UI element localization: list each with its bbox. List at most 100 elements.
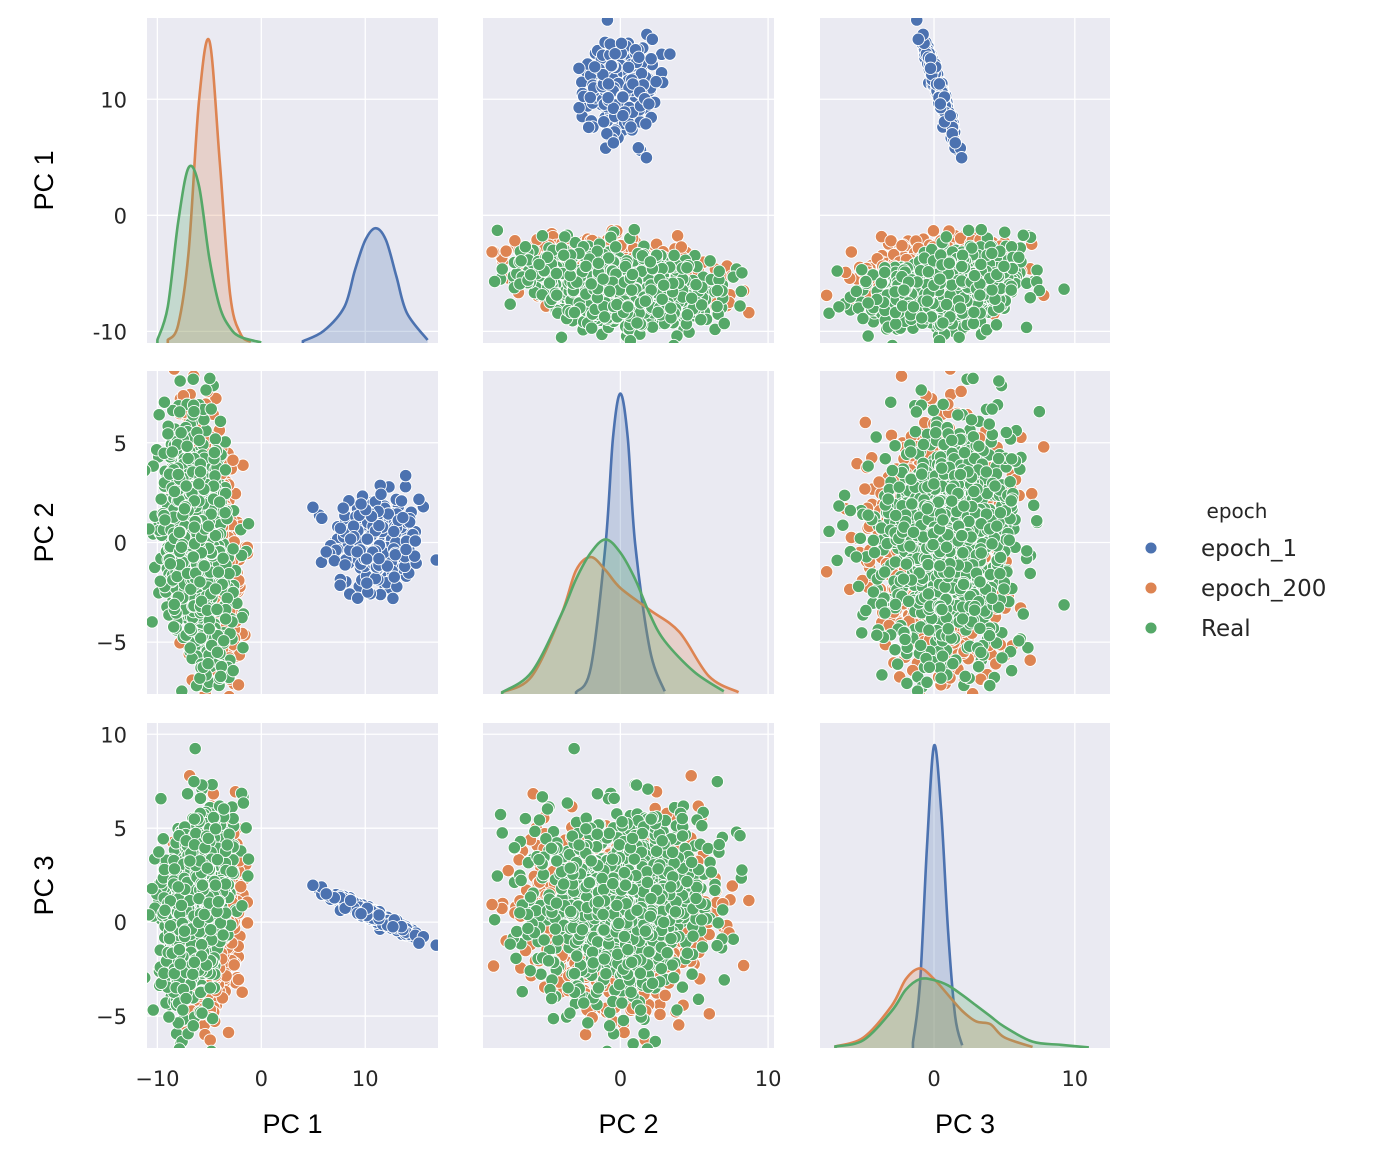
scatter-point (943, 108, 957, 123)
kde-fill-Real (157, 165, 262, 343)
scatter-point (667, 338, 680, 343)
scatter-point (734, 284, 748, 299)
scatter-point (651, 305, 665, 319)
scatter-point (602, 284, 617, 298)
scatter-point (830, 264, 844, 278)
scatter-point (621, 300, 635, 314)
scatter-point (572, 101, 586, 115)
scatter-point (655, 292, 669, 306)
scatter-point (582, 120, 596, 134)
scatter-point (820, 288, 834, 302)
scatter-point (499, 244, 513, 258)
panel-1-3 (820, 18, 1110, 343)
scatter-point (624, 120, 638, 134)
scatter-point (695, 298, 709, 312)
scatter-point (550, 288, 564, 302)
scatter-point (583, 90, 597, 105)
scatter-series-Real (487, 222, 749, 343)
scatter-point (558, 230, 572, 244)
scatter-point (606, 136, 621, 150)
panel-1-2 (483, 18, 774, 343)
scatter-point (645, 32, 660, 46)
scatter-series-Real (822, 222, 1071, 343)
scatter-point (895, 238, 909, 253)
scatter-point (844, 245, 859, 259)
scatter-point (535, 229, 550, 243)
scatter-point (911, 32, 925, 46)
panel-content (820, 18, 1071, 343)
scatter-point (557, 248, 571, 262)
scatter-point (742, 305, 756, 320)
scatter-point (910, 18, 924, 27)
scatter-point (639, 151, 654, 165)
scatter-series-epoch_1 (910, 18, 969, 165)
scatter-point (710, 283, 724, 298)
scatter-point (630, 316, 644, 330)
scatter-point (642, 97, 656, 111)
scatter-point (657, 278, 671, 292)
scatter-point (597, 310, 612, 324)
scatter-point (623, 334, 638, 343)
scatter-point (1030, 263, 1044, 277)
scatter-point (621, 60, 636, 74)
scatter-point (670, 229, 685, 243)
scatter-point (645, 320, 660, 334)
scatter-point (610, 297, 624, 312)
scatter-point (540, 250, 555, 264)
scatter-point (503, 297, 517, 311)
scatter-point (694, 312, 708, 327)
scatter-point (735, 266, 749, 280)
scatter-point (608, 240, 623, 254)
scatter-point (689, 277, 703, 292)
scatter-point (485, 245, 499, 259)
scatter-point (680, 261, 694, 275)
scatter-point (703, 254, 717, 268)
scatter-point (710, 299, 724, 314)
scatter-point (625, 283, 639, 297)
scatter-point (616, 90, 630, 104)
scatter-point (632, 50, 646, 64)
scatter-point (664, 301, 678, 315)
scatter-point (523, 268, 538, 282)
panel-content (156, 37, 429, 343)
scatter-point (554, 330, 569, 343)
scatter-point (604, 59, 618, 73)
panel-1-1 (147, 18, 438, 343)
scatter-point (625, 267, 640, 282)
scatter-point (822, 306, 836, 320)
scatter-point (884, 234, 898, 248)
scatter-point (933, 97, 947, 111)
scatter-point (639, 117, 653, 131)
scatter-point (644, 52, 658, 66)
scatter-point (567, 305, 582, 320)
scatter-point (601, 77, 616, 91)
scatter-point (597, 115, 611, 129)
scatter-point (627, 222, 641, 237)
scatter-point (643, 255, 657, 269)
scatter-point (596, 272, 610, 286)
scatter-point (487, 274, 502, 289)
scatter-point (1016, 228, 1030, 242)
kde-fill-epoch_1 (302, 228, 428, 343)
scatter-point (649, 75, 663, 89)
scatter-point (1057, 282, 1071, 296)
scatter-point (667, 248, 681, 263)
scatter-point (638, 294, 653, 308)
scatter-point (733, 299, 747, 313)
scatter-point (518, 240, 533, 254)
scatter-point (614, 36, 629, 50)
scatter-point (532, 257, 546, 272)
scatter-point (508, 234, 522, 248)
scatter-point (608, 47, 622, 61)
scatter-point (631, 141, 645, 155)
kde-fill-epoch_200 (167, 39, 251, 343)
scatter-point (600, 18, 615, 27)
scatter-point (572, 61, 586, 75)
scatter-point (961, 223, 976, 237)
scatter-point (585, 321, 599, 335)
scatter-point (685, 291, 699, 305)
panel-background (147, 18, 438, 343)
scatter-point (954, 151, 969, 165)
scatter-point (616, 108, 630, 123)
